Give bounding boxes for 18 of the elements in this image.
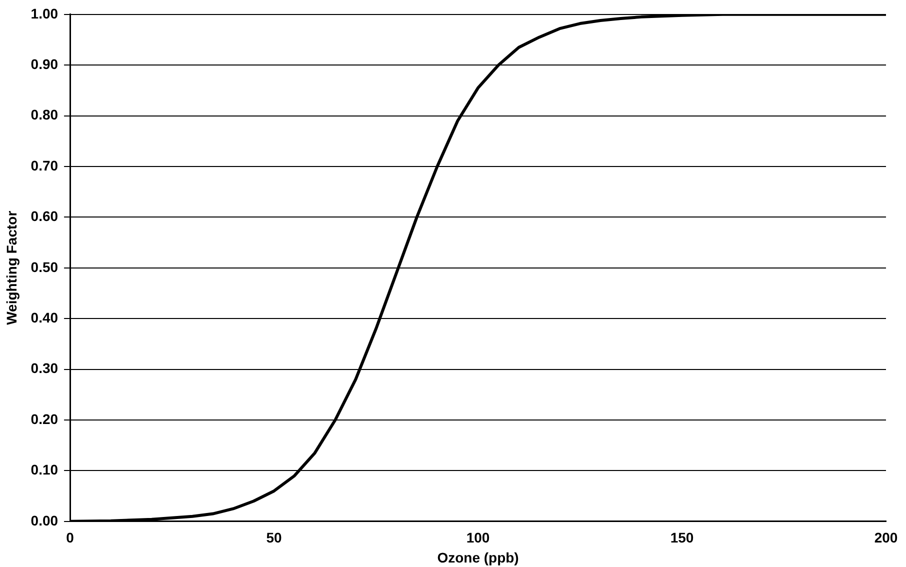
y-tick-label: 1.00 [30, 5, 58, 22]
y-tick-label: 0.40 [30, 309, 58, 326]
x-tick-label: 200 [874, 530, 898, 546]
x-tick-label: 150 [670, 530, 694, 546]
y-tick-label: 0.10 [30, 462, 58, 478]
y-tick-label: 0.50 [30, 258, 58, 275]
y-tick-label: 0.60 [30, 208, 58, 224]
y-tick-label: 0.30 [30, 360, 58, 376]
x-tick-label: 100 [466, 530, 490, 546]
y-tick-label: 0.00 [30, 512, 58, 528]
x-axis-title: Ozone (ppb) [437, 549, 519, 566]
y-axis-title: Weighting Factor [3, 210, 20, 325]
x-tick-label: 50 [266, 530, 282, 546]
y-tick-label: 0.70 [30, 157, 58, 174]
y-tick-label: 0.80 [30, 106, 58, 123]
y-tick-label: 0.20 [30, 410, 58, 427]
y-tick-label: 0.90 [30, 56, 58, 72]
x-tick-label: 0 [66, 530, 74, 546]
